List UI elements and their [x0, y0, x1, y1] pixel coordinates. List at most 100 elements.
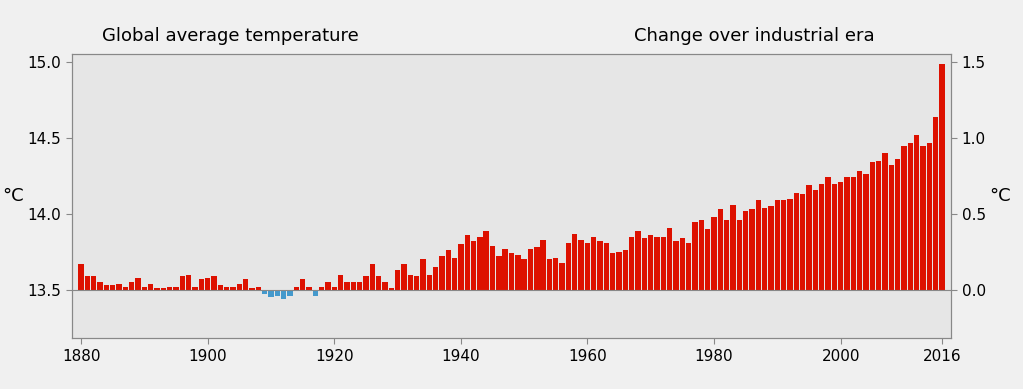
Bar: [901, 145, 906, 290]
Bar: [129, 282, 134, 290]
Bar: [262, 290, 267, 294]
Bar: [407, 275, 413, 290]
Bar: [433, 267, 438, 290]
Bar: [914, 135, 920, 290]
Bar: [180, 276, 185, 290]
Bar: [192, 287, 197, 290]
Bar: [91, 276, 96, 290]
Bar: [623, 251, 628, 290]
Bar: [850, 177, 856, 290]
Bar: [699, 220, 704, 290]
Bar: [496, 256, 501, 290]
Bar: [338, 275, 344, 290]
Bar: [629, 237, 634, 290]
Bar: [294, 287, 299, 290]
Bar: [895, 159, 900, 290]
Bar: [331, 287, 337, 290]
Bar: [274, 290, 280, 296]
Bar: [79, 264, 84, 290]
Bar: [218, 285, 223, 290]
Bar: [679, 238, 685, 290]
Bar: [117, 284, 122, 290]
Bar: [788, 199, 793, 290]
Bar: [502, 249, 507, 290]
Bar: [439, 256, 445, 290]
Bar: [927, 142, 932, 290]
Bar: [420, 259, 426, 290]
Bar: [857, 172, 862, 290]
Bar: [383, 282, 388, 290]
Bar: [667, 228, 672, 290]
Bar: [939, 63, 944, 290]
Bar: [389, 288, 394, 290]
Bar: [154, 288, 160, 290]
Bar: [325, 282, 330, 290]
Bar: [889, 165, 894, 290]
Bar: [686, 243, 692, 290]
Bar: [395, 270, 400, 290]
Bar: [838, 182, 843, 290]
Bar: [173, 287, 179, 290]
Text: Change over industrial era: Change over industrial era: [634, 27, 875, 45]
Bar: [281, 290, 286, 299]
Bar: [224, 287, 229, 290]
Bar: [617, 252, 622, 290]
Bar: [198, 279, 204, 290]
Bar: [933, 117, 938, 290]
Bar: [648, 235, 654, 290]
Bar: [427, 275, 432, 290]
Bar: [516, 255, 521, 290]
Bar: [693, 221, 698, 290]
Bar: [876, 161, 881, 290]
Bar: [705, 229, 710, 290]
Bar: [452, 258, 457, 290]
Bar: [800, 194, 805, 290]
Bar: [737, 220, 742, 290]
Bar: [794, 193, 799, 290]
Bar: [464, 235, 470, 290]
Bar: [300, 279, 305, 290]
Bar: [110, 285, 116, 290]
Bar: [103, 285, 109, 290]
Bar: [597, 241, 603, 290]
Bar: [661, 237, 666, 290]
Bar: [566, 243, 571, 290]
Bar: [730, 205, 736, 290]
Bar: [85, 276, 90, 290]
Y-axis label: °C: °C: [3, 187, 25, 205]
Bar: [591, 237, 596, 290]
Bar: [635, 231, 640, 290]
Bar: [471, 241, 477, 290]
Bar: [578, 240, 584, 290]
Bar: [477, 237, 483, 290]
Bar: [812, 189, 818, 290]
Bar: [540, 240, 546, 290]
Bar: [863, 174, 869, 290]
Bar: [655, 237, 660, 290]
Text: Global average temperature: Global average temperature: [102, 27, 359, 45]
Bar: [313, 290, 318, 296]
Bar: [123, 287, 128, 290]
Bar: [268, 290, 274, 298]
Bar: [546, 259, 552, 290]
Bar: [921, 145, 926, 290]
Bar: [711, 217, 717, 290]
Bar: [363, 276, 368, 290]
Bar: [528, 249, 533, 290]
Bar: [345, 282, 350, 290]
Bar: [369, 264, 375, 290]
Bar: [781, 200, 787, 290]
Bar: [97, 282, 102, 290]
Bar: [414, 276, 419, 290]
Bar: [585, 243, 590, 290]
Bar: [401, 264, 406, 290]
Bar: [230, 287, 235, 290]
Bar: [243, 279, 249, 290]
Bar: [560, 263, 565, 290]
Bar: [774, 200, 780, 290]
Bar: [907, 142, 913, 290]
Bar: [484, 231, 489, 290]
Bar: [319, 287, 324, 290]
Bar: [287, 290, 293, 296]
Bar: [743, 211, 749, 290]
